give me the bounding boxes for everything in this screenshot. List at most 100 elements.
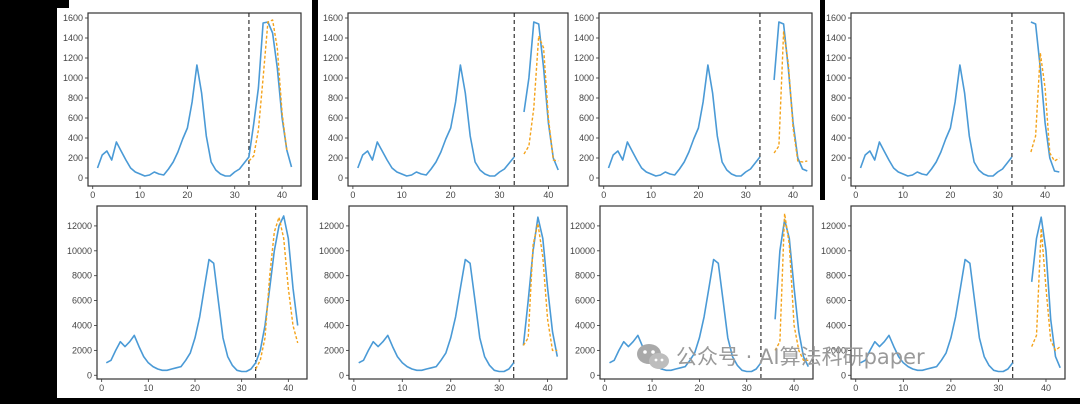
- y-tick-label: 0: [841, 173, 846, 183]
- y-tick-label: 4000: [324, 320, 344, 330]
- actual-series-line: [609, 258, 762, 373]
- y-tick-label: 1400: [826, 33, 846, 43]
- y-tick-label: 1000: [63, 73, 83, 83]
- y-tick-label: 10000: [319, 246, 344, 256]
- x-tick-label: 20: [945, 190, 955, 200]
- y-tick-label: 1200: [323, 53, 343, 63]
- x-tick-label: 40: [283, 383, 293, 393]
- actual-series-line: [357, 64, 515, 177]
- y-tick-label: 800: [831, 93, 846, 103]
- y-tick-label: 1600: [323, 13, 343, 23]
- y-tick-label: 12000: [319, 221, 344, 231]
- chart-panel-row1-col1: 0 200 400 600 800 1000 1200 1400 1600 0 10 20 30 40: [63, 12, 302, 200]
- y-tick-label: 1200: [826, 53, 846, 63]
- y-tick-label: 400: [831, 133, 846, 143]
- y-tick-label: 600: [831, 113, 846, 123]
- y-tick-label: 1600: [63, 13, 83, 23]
- y-tick-label: 400: [328, 133, 343, 143]
- actual-series-line: [1030, 216, 1061, 369]
- x-tick-label: 40: [543, 190, 553, 200]
- actual-series-line: [774, 218, 810, 367]
- x-tick-label: 30: [495, 190, 505, 200]
- x-tick-label: 10: [135, 190, 145, 200]
- actual-series-line: [96, 21, 293, 177]
- x-tick-label: 0: [90, 190, 95, 200]
- x-tick-label: 10: [397, 383, 407, 393]
- x-tick-label: 20: [694, 383, 704, 393]
- left-black-band: [0, 0, 57, 404]
- forecast-series-line: [1031, 227, 1061, 352]
- y-tick-label: 800: [579, 93, 594, 103]
- x-tick-label: 40: [789, 383, 799, 393]
- bottom-black-band: [57, 398, 1080, 404]
- y-tick-label: 2000: [72, 345, 92, 355]
- x-tick-label: 30: [494, 383, 504, 393]
- plot-frame: [598, 12, 813, 187]
- actual-series-line: [607, 64, 761, 177]
- y-tick-label: 1000: [323, 73, 343, 83]
- x-tick-label: 30: [742, 383, 752, 393]
- y-tick-label: 1200: [574, 53, 594, 63]
- y-tick-label: 200: [328, 153, 343, 163]
- x-tick-label: 30: [993, 383, 1003, 393]
- y-tick-label: 8000: [324, 271, 344, 281]
- chart-panel-row2-col1: 0 2000 4000 6000 8000 10000 12000 0 10 20 30 40: [67, 205, 308, 393]
- y-tick-label: 2000: [575, 345, 595, 355]
- y-tick-label: 1200: [63, 53, 83, 63]
- y-tick-label: 10000: [67, 246, 92, 256]
- x-tick-label: 0: [350, 190, 355, 200]
- y-tick-label: 8000: [72, 271, 92, 281]
- forecast-series-line: [255, 216, 299, 370]
- forecast-series-line: [773, 31, 808, 163]
- y-tick-label: 0: [589, 173, 594, 183]
- x-tick-label: 20: [693, 190, 703, 200]
- x-tick-label: 10: [898, 190, 908, 200]
- x-tick-label: 40: [277, 190, 287, 200]
- x-tick-label: 20: [446, 383, 456, 393]
- x-tick-label: 10: [143, 383, 153, 393]
- forecast-series-line: [522, 222, 558, 352]
- y-tick-label: 2000: [826, 345, 846, 355]
- plot-frame: [96, 205, 308, 380]
- x-tick-label: 0: [351, 383, 356, 393]
- y-tick-label: 1000: [826, 73, 846, 83]
- y-tick-label: 600: [328, 113, 343, 123]
- plot-frame: [850, 205, 1066, 380]
- x-tick-label: 10: [647, 383, 657, 393]
- top-left-black-notch: [57, 0, 69, 8]
- plot-frame: [348, 205, 568, 380]
- y-tick-label: 8000: [575, 271, 595, 281]
- y-tick-label: 1400: [323, 33, 343, 43]
- forecast-series-line: [774, 212, 809, 361]
- chart-panel-row2-col3: 0 2000 4000 6000 8000 10000 12000 0 10 20 30 40: [570, 205, 814, 393]
- y-tick-label: 400: [579, 133, 594, 143]
- chart-panel-row1-col3: 0 200 400 600 800 1000 1200 1400 1600 0 10 20 30 40: [574, 12, 813, 200]
- y-tick-label: 10000: [821, 246, 846, 256]
- y-tick-label: 600: [579, 113, 594, 123]
- forecast-series-line: [248, 19, 288, 162]
- chart-panel-row1-col2: 0 200 400 600 800 1000 1200 1400 1600 0 10 20 30 40: [323, 12, 569, 200]
- y-tick-label: 8000: [826, 271, 846, 281]
- x-tick-label: 30: [741, 190, 751, 200]
- watermark-text: 公众号 · AI算法科研paper: [676, 345, 925, 369]
- x-tick-label: 10: [898, 383, 908, 393]
- y-tick-label: 0: [339, 370, 344, 380]
- y-tick-label: 1400: [574, 33, 594, 43]
- x-tick-label: 30: [237, 383, 247, 393]
- y-tick-label: 4000: [575, 320, 595, 330]
- plot-frame: [87, 12, 302, 187]
- y-tick-label: 0: [841, 370, 846, 380]
- y-tick-label: 0: [78, 173, 83, 183]
- x-tick-label: 40: [1040, 190, 1050, 200]
- y-tick-label: 10000: [570, 246, 595, 256]
- chart-panel-row1-col4: 0 200 400 600 800 1000 1200 1400 1600 0 10 20 30 40: [826, 12, 1065, 200]
- y-tick-label: 800: [328, 93, 343, 103]
- y-tick-label: 0: [590, 370, 595, 380]
- x-tick-label: 30: [230, 190, 240, 200]
- y-tick-label: 0: [87, 370, 92, 380]
- y-tick-label: 2000: [324, 345, 344, 355]
- forecast-series-line: [523, 35, 559, 162]
- y-tick-label: 12000: [67, 221, 92, 231]
- x-tick-label: 0: [601, 190, 606, 200]
- x-tick-label: 30: [993, 190, 1003, 200]
